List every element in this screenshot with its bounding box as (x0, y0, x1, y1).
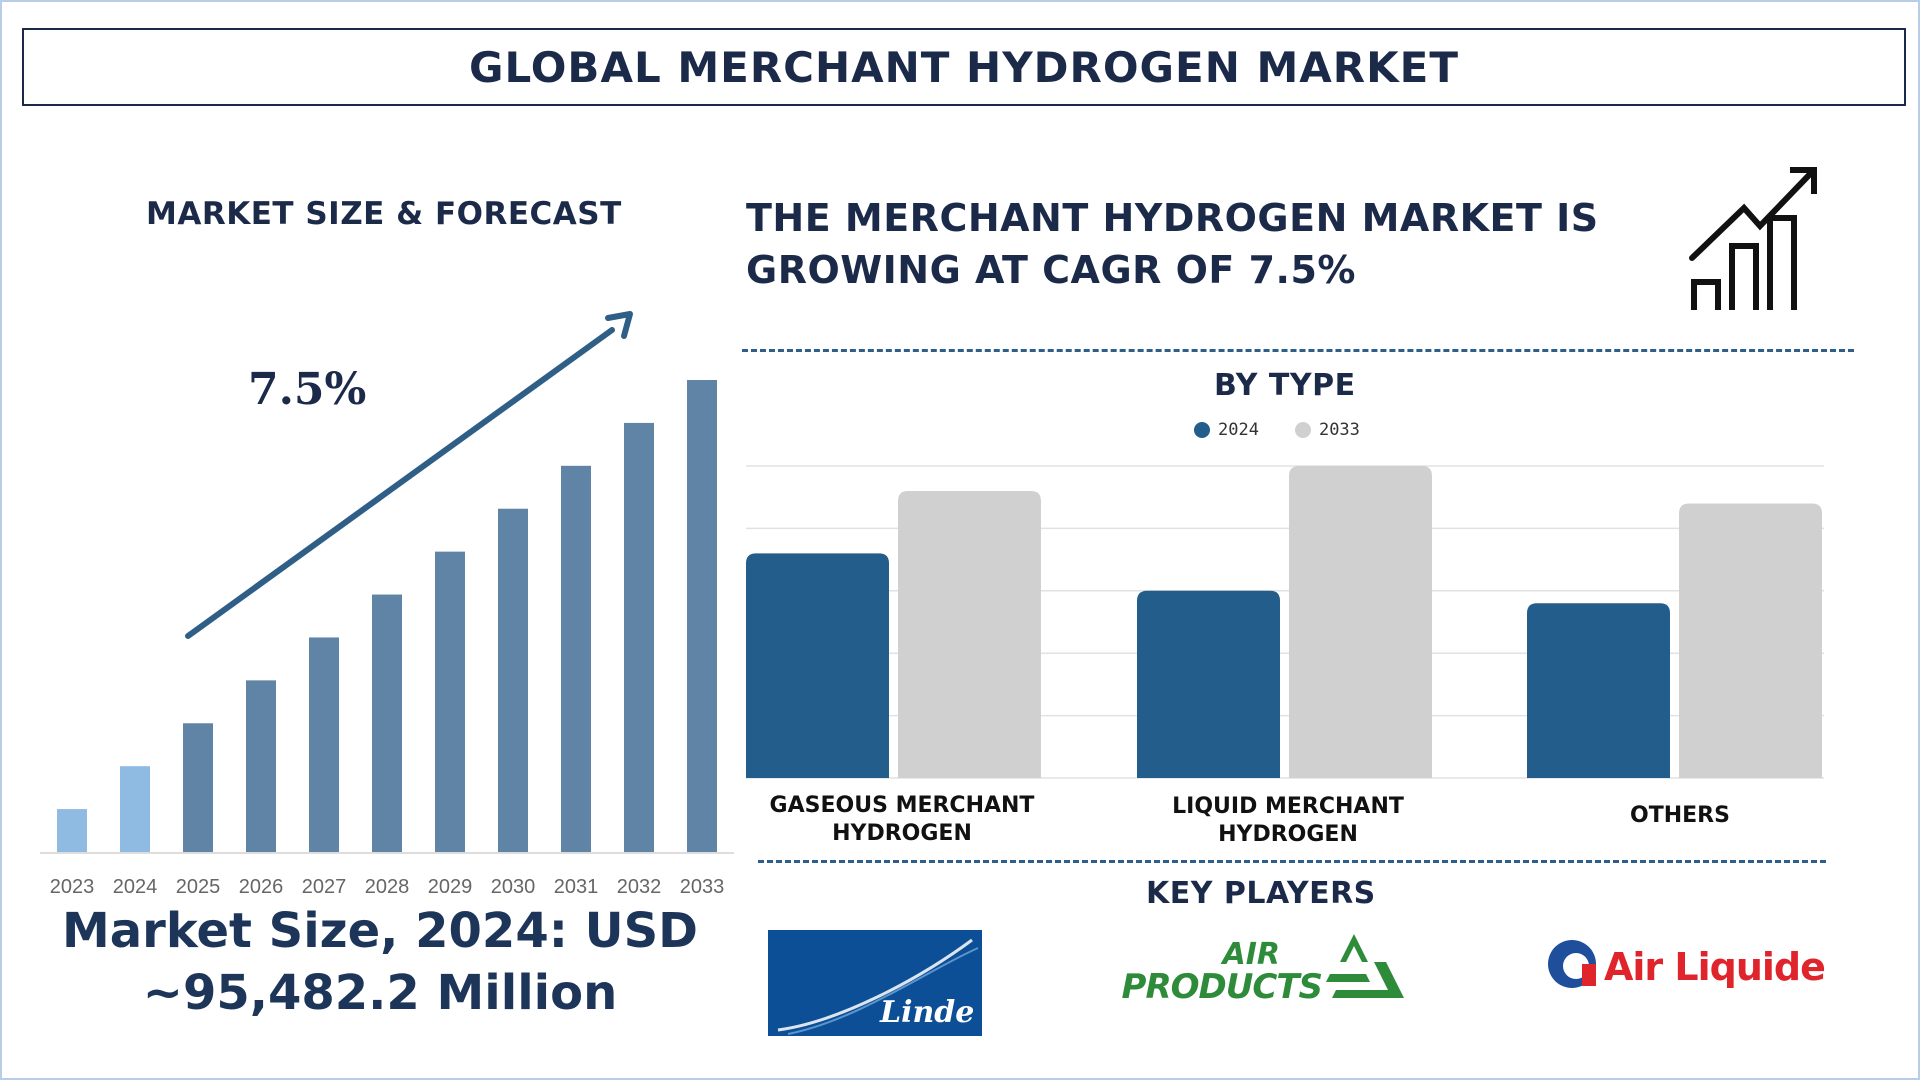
forecast-bar-2028 (372, 594, 402, 852)
market-size-line2: ~95,482.2 Million (142, 965, 618, 1021)
legend-swatch-2024 (1194, 422, 1210, 438)
legend-item-2024: 2024 (1194, 420, 1259, 440)
linde-logo: Linde (768, 930, 982, 1036)
category-label-gaseous: GASEOUS MERCHANT HYDROGEN (742, 792, 1062, 848)
forecast-tick-label: 2033 (680, 876, 725, 898)
forecast-bar-2029 (435, 551, 465, 852)
type-bar-2024-2 (1527, 603, 1670, 778)
category-label-line: GASEOUS MERCHANT (769, 793, 1035, 818)
category-label-line: HYDROGEN (1218, 822, 1358, 847)
market-size-line1: Market Size, 2024: USD (61, 903, 699, 959)
forecast-tick-label: 2032 (617, 876, 662, 898)
category-label-others: OTHERS (1520, 802, 1840, 830)
svg-text:AIR: AIR (1221, 937, 1280, 972)
forecast-tick-label: 2029 (428, 876, 473, 898)
type-bar-2024-1 (1137, 590, 1280, 778)
forecast-bar-2032 (624, 422, 654, 852)
forecast-bar-2023 (57, 809, 87, 852)
category-label-line: OTHERS (1630, 803, 1730, 828)
forecast-bar-2027 (309, 637, 339, 852)
title-banner: GLOBAL MERCHANT HYDROGEN MARKET (22, 28, 1906, 106)
forecast-bar-2030 (498, 508, 528, 852)
by-type-heading: BY TYPE (1214, 368, 1356, 403)
growth-line2: GROWING AT CAGR OF 7.5% (746, 248, 1356, 292)
category-label-line: LIQUID MERCHANT (1172, 794, 1404, 819)
cagr-annotation: 7.5% (248, 364, 367, 415)
forecast-tick-label: 2023 (50, 876, 95, 898)
forecast-tick-label: 2031 (554, 876, 599, 898)
market-size-text: Market Size, 2024: USD ~95,482.2 Million (40, 900, 720, 1024)
forecast-tick-label: 2026 (239, 876, 284, 898)
forecast-bar-2031 (561, 465, 591, 852)
growth-line1: THE MERCHANT HYDROGEN MARKET IS (746, 196, 1599, 240)
forecast-tick-label: 2024 (113, 876, 158, 898)
growth-statement: THE MERCHANT HYDROGEN MARKET IS GROWING … (746, 192, 1746, 296)
category-label-line: HYDROGEN (832, 821, 972, 846)
forecast-bar-2026 (246, 680, 276, 852)
forecast-tick-label: 2028 (365, 876, 410, 898)
forecast-bar-2033 (687, 380, 717, 852)
market-size-heading: MARKET SIZE & FORECAST (146, 196, 622, 232)
svg-text:Air Liquide: Air Liquide (1604, 945, 1825, 989)
category-label-liquid: LIQUID MERCHANT HYDROGEN (1128, 793, 1448, 849)
by-type-legend: 2024 2033 (1194, 420, 1360, 440)
type-bar-2033-1 (1289, 466, 1432, 778)
air-liquide-logo: Air Liquide (1546, 930, 1846, 1002)
page-title: GLOBAL MERCHANT HYDROGEN MARKET (468, 42, 1459, 92)
type-bar-2033-2 (1679, 503, 1822, 778)
key-players-heading: KEY PLAYERS (1146, 876, 1376, 911)
forecast-tick-label: 2030 (491, 876, 536, 898)
legend-swatch-2033 (1294, 422, 1311, 438)
legend-label-2024: 2024 (1218, 420, 1259, 440)
forecast-bar-2024 (120, 766, 150, 852)
type-bar-2033-0 (898, 490, 1041, 778)
air-products-logo: AIR PRODUCTS (1104, 934, 1414, 1008)
divider-top (742, 349, 1854, 352)
svg-text:PRODUCTS: PRODUCTS (1122, 967, 1322, 1007)
divider-bottom (758, 860, 1826, 863)
forecast-tick-label: 2025 (176, 876, 221, 898)
type-bar-2024-0 (746, 553, 889, 778)
growth-arrow (185, 311, 633, 639)
svg-text:Linde: Linde (879, 995, 974, 1030)
forecast-bar-2025 (183, 723, 213, 852)
legend-label-2033: 2033 (1318, 420, 1360, 440)
legend-item-2033: 2033 (1294, 420, 1360, 440)
forecast-tick-label: 2027 (302, 876, 347, 898)
